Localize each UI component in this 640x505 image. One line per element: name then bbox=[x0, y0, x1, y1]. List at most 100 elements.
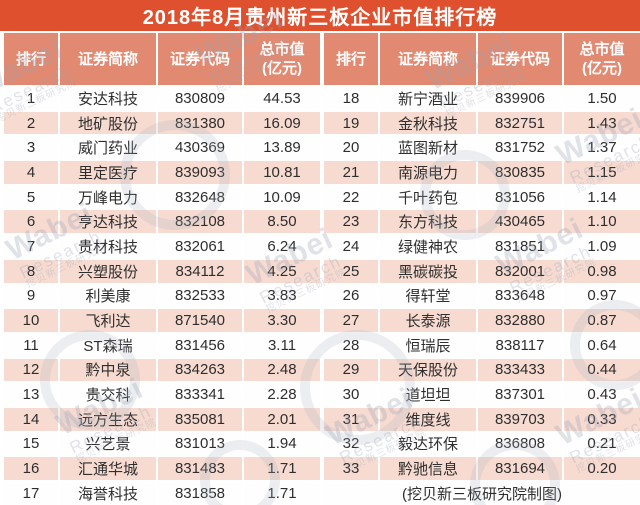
name-cell: 万峰电力 bbox=[60, 185, 156, 209]
name-cell: 绿健神农 bbox=[380, 235, 476, 258]
rank-cell: 22 bbox=[324, 185, 378, 209]
name-cell: 安达科技 bbox=[60, 87, 156, 110]
rank-cell: 24 bbox=[324, 235, 378, 258]
code-cell: 831380 bbox=[158, 111, 242, 135]
name-cell: 毅达环保 bbox=[380, 432, 476, 456]
rank-cell: 30 bbox=[324, 383, 378, 406]
code-cell: 833648 bbox=[478, 284, 562, 308]
code-cell: 835081 bbox=[158, 407, 242, 431]
value-cell: 0.97 bbox=[564, 284, 640, 308]
name-cell: 黑碳碳投 bbox=[380, 259, 476, 283]
value-cell: 8.50 bbox=[244, 210, 320, 234]
code-cell: 838117 bbox=[478, 333, 562, 357]
code-cell: 430465 bbox=[478, 210, 562, 234]
rank-cell: 12 bbox=[4, 358, 58, 382]
rank-cell: 10 bbox=[4, 309, 58, 332]
name-cell: 贵材科技 bbox=[60, 235, 156, 258]
value-cell: 1.37 bbox=[564, 136, 640, 160]
rank-cell: 6 bbox=[4, 210, 58, 234]
header-cell-value: 总市值 (亿元) bbox=[244, 33, 320, 85]
value-cell: 2.48 bbox=[244, 358, 320, 382]
rank-cell: 1 bbox=[4, 87, 58, 110]
name-cell: 亨达科技 bbox=[60, 210, 156, 234]
rank-cell: 7 bbox=[4, 235, 58, 258]
ranking-table-right: 排行 证券简称 证券代码 总市值 (亿元) 18 新宁酒业 839906 1.50 19… bbox=[320, 33, 640, 505]
rank-cell: 18 bbox=[324, 87, 378, 110]
name-cell: 汇通华城 bbox=[60, 457, 156, 480]
code-cell: 839703 bbox=[478, 407, 562, 431]
value-cell: 1.09 bbox=[564, 235, 640, 258]
header-cell-name: 证券简称 bbox=[60, 33, 156, 85]
name-cell: 道坦坦 bbox=[380, 383, 476, 406]
ranking-table-left: 排行 证券简称 证券代码 总市值 (亿元) 1 安达科技 830809 44.53 2 地… bbox=[0, 33, 320, 505]
value-cell: 1.15 bbox=[564, 161, 640, 184]
header-cell-code: 证券代码 bbox=[158, 33, 242, 85]
value-cell: 0.44 bbox=[564, 358, 640, 382]
name-cell: 维度线 bbox=[380, 407, 476, 431]
name-cell: 长泰源 bbox=[380, 309, 476, 332]
header-cell-name: 证券简称 bbox=[380, 33, 476, 85]
ranking-table: 排行 证券简称 证券代码 总市值 (亿元) 1 安达科技 830809 44.53 2 地… bbox=[0, 31, 640, 505]
rank-cell: 19 bbox=[324, 111, 378, 135]
code-cell: 831456 bbox=[158, 333, 242, 357]
value-cell: 1.10 bbox=[564, 210, 640, 234]
value-cell: 16.09 bbox=[244, 111, 320, 135]
page-title: 2018年8月贵州新三板企业市值排行榜 bbox=[0, 0, 640, 31]
rank-cell: 27 bbox=[324, 309, 378, 332]
value-cell: 0.33 bbox=[564, 407, 640, 431]
name-cell: 新宁酒业 bbox=[380, 87, 476, 110]
code-cell: 871540 bbox=[158, 309, 242, 332]
rank-cell: 29 bbox=[324, 358, 378, 382]
rank-cell: 11 bbox=[4, 333, 58, 357]
rank-cell: 13 bbox=[4, 383, 58, 406]
rank-cell: 4 bbox=[4, 161, 58, 184]
value-cell: 2.01 bbox=[244, 407, 320, 431]
value-cell: 1.43 bbox=[564, 111, 640, 135]
code-cell: 831752 bbox=[478, 136, 562, 160]
rank-cell: 16 bbox=[4, 457, 58, 480]
value-cell: 3.11 bbox=[244, 333, 320, 357]
name-cell: 得轩堂 bbox=[380, 284, 476, 308]
header-cell-rank: 排行 bbox=[4, 33, 58, 85]
rank-cell: 20 bbox=[324, 136, 378, 160]
code-cell: 832001 bbox=[478, 259, 562, 283]
value-cell: 13.89 bbox=[244, 136, 320, 160]
value-cell: 10.81 bbox=[244, 161, 320, 184]
code-cell: 831056 bbox=[478, 185, 562, 209]
header-value-line2: (亿元) bbox=[582, 60, 622, 77]
code-cell: 839093 bbox=[158, 161, 242, 184]
rank-cell: 15 bbox=[4, 432, 58, 456]
rank-cell: 28 bbox=[324, 333, 378, 357]
value-cell: 6.24 bbox=[244, 235, 320, 258]
name-cell: 里定医疗 bbox=[60, 161, 156, 184]
rank-cell: 32 bbox=[324, 432, 378, 456]
header-cell-code: 证券代码 bbox=[478, 33, 562, 85]
value-cell: 0.21 bbox=[564, 432, 640, 456]
rank-cell: 3 bbox=[4, 136, 58, 160]
name-cell: 金秋科技 bbox=[380, 111, 476, 135]
name-cell: 蓝图新材 bbox=[380, 136, 476, 160]
rank-cell: 5 bbox=[4, 185, 58, 209]
code-cell: 832533 bbox=[158, 284, 242, 308]
value-cell: 0.64 bbox=[564, 333, 640, 357]
code-cell: 832648 bbox=[158, 185, 242, 209]
name-cell: 远方生态 bbox=[60, 407, 156, 431]
rank-cell: 23 bbox=[324, 210, 378, 234]
name-cell: 千叶药包 bbox=[380, 185, 476, 209]
code-cell: 839906 bbox=[478, 87, 562, 110]
rank-cell: 21 bbox=[324, 161, 378, 184]
name-cell: 贵交科 bbox=[60, 383, 156, 406]
value-cell: 1.94 bbox=[244, 432, 320, 456]
code-cell: 832751 bbox=[478, 111, 562, 135]
name-cell: 飞利达 bbox=[60, 309, 156, 332]
name-cell: 威门药业 bbox=[60, 136, 156, 160]
code-cell: 832061 bbox=[158, 235, 242, 258]
code-cell: 832108 bbox=[158, 210, 242, 234]
value-cell: 2.28 bbox=[244, 383, 320, 406]
code-cell: 833433 bbox=[478, 358, 562, 382]
header-value-line2: (亿元) bbox=[262, 60, 302, 77]
code-cell: 837301 bbox=[478, 383, 562, 406]
rank-cell: 9 bbox=[4, 284, 58, 308]
header-value-line1: 总市值 bbox=[579, 41, 625, 58]
rank-cell: 2 bbox=[4, 111, 58, 135]
